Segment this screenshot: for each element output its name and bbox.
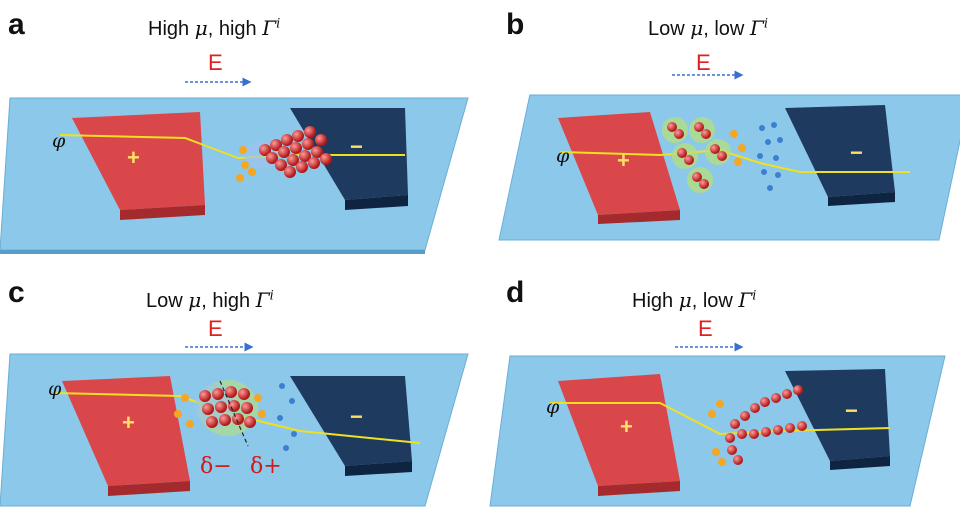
delta-minus-label: δ− [200, 454, 232, 479]
field-label: E [698, 316, 713, 341]
anode-sign: + [620, 414, 633, 439]
panel-c-illustration [0, 342, 469, 507]
particle-cluster [174, 380, 266, 447]
particle-cluster [662, 117, 746, 193]
anode-edge [598, 481, 680, 496]
cathode-electrode [785, 105, 895, 197]
anode-sign: + [122, 410, 135, 435]
potential-label: φ [48, 378, 62, 400]
cathode-sign: − [350, 404, 363, 429]
cathode-electrode [290, 376, 412, 466]
panel-title: Low μ, low Γi [648, 16, 768, 40]
panel-b-illustration [498, 70, 960, 241]
panel-a: a High μ, high Γi E φ + − [0, 0, 480, 255]
anode-sign: + [127, 145, 140, 170]
anode-sign: + [617, 148, 630, 173]
panel-title: High μ, high Γi [148, 16, 281, 40]
counter-ions [277, 383, 297, 451]
potential-label: φ [556, 145, 570, 167]
cathode-edge [830, 456, 890, 470]
panel-label: a [8, 8, 25, 41]
potential-line [559, 148, 910, 173]
potential-line [59, 134, 405, 160]
cathode-sign: − [350, 134, 363, 159]
field-label: E [696, 50, 711, 75]
panel-label: d [506, 276, 525, 309]
anode-electrode [558, 112, 680, 215]
cathode-sign: − [850, 140, 863, 165]
field-label: E [208, 316, 223, 341]
potential-label: φ [546, 396, 560, 418]
cathode-edge [828, 192, 895, 206]
cathode-sign: − [845, 398, 858, 423]
particle-cluster [236, 126, 332, 182]
anode-electrode [62, 376, 190, 486]
panel-c: c Low μ, high Γi E φ + − δ− δ+ [0, 256, 480, 511]
anode-edge [598, 210, 680, 224]
panel-d-illustration [489, 342, 946, 507]
substrate-edge [0, 250, 425, 254]
panel-a-illustration [0, 77, 469, 254]
potential-label: φ [52, 130, 66, 152]
panel-d: d High μ, low Γi E φ + − [480, 256, 960, 511]
panel-label: b [506, 8, 525, 41]
anode-edge [108, 481, 190, 496]
potential-line [550, 402, 891, 436]
cathode-edge [345, 461, 412, 476]
particle-chain [708, 385, 807, 466]
cathode-electrode [785, 369, 890, 461]
panel-label: c [8, 276, 25, 309]
delta-plus-label: δ+ [250, 454, 282, 479]
panel-b: b Low μ, low Γi E φ + − [480, 0, 960, 255]
panel-title: Low μ, high Γi [146, 288, 274, 312]
field-label: E [208, 50, 223, 75]
anode-edge [120, 205, 205, 220]
counter-ions [757, 122, 783, 191]
panel-title: High μ, low Γi [632, 288, 757, 312]
cathode-edge [345, 195, 408, 210]
